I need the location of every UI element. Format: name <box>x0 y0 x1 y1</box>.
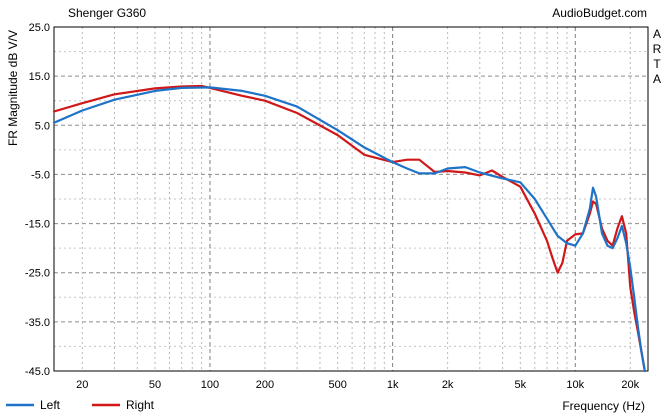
y-tick-label: 15.0 <box>29 71 50 83</box>
x-tick-label: 10k <box>566 379 584 391</box>
x-tick-label: 20 <box>76 379 88 391</box>
y-tick-labels: 25.0 15.0 5.0 -5.0 -15.0 -25.0 -35.0 -45.0 <box>25 22 50 378</box>
y-tick-label: -5.0 <box>31 169 50 181</box>
series-line-left <box>52 86 646 373</box>
legend: Left Right <box>6 398 155 412</box>
y-tick-label: -35.0 <box>25 317 50 329</box>
x-tick-label: 5k <box>515 379 527 391</box>
x-tick-labels: 20 50 100 200 500 1k 2k 5k 10k 20k <box>76 379 639 391</box>
x-tick-label: 20k <box>621 379 639 391</box>
y-tick-label: -45.0 <box>25 366 50 378</box>
side-label-letter: A <box>653 72 661 86</box>
series-layer <box>52 84 646 373</box>
x-tick-label: 50 <box>149 379 161 391</box>
brand-label: AudioBudget.com <box>552 6 647 20</box>
y-tick-label: -15.0 <box>25 219 50 231</box>
y-tick-label: -25.0 <box>25 268 50 280</box>
grid-lines <box>54 27 648 371</box>
legend-label-right: Right <box>126 398 155 412</box>
series-line-right <box>52 84 646 373</box>
chart-title: Shenger G360 <box>68 6 146 20</box>
plot-frame <box>53 26 649 372</box>
x-tick-label: 200 <box>256 379 274 391</box>
legend-label-left: Left <box>40 398 61 412</box>
side-label-letter: R <box>653 42 662 56</box>
side-label-letter: A <box>653 27 661 41</box>
y-tick-label: 25.0 <box>29 22 50 34</box>
x-axis-label: Frequency (Hz) <box>562 399 645 413</box>
y-tick-label: 5.0 <box>35 120 50 132</box>
side-label-letter: T <box>653 57 661 71</box>
x-tick-label: 1k <box>387 379 399 391</box>
y-axis-label: FR Magnitude dB V/V <box>6 30 20 146</box>
x-tick-label: 2k <box>442 379 454 391</box>
x-tick-label: 500 <box>328 379 346 391</box>
x-tick-label: 100 <box>201 379 219 391</box>
